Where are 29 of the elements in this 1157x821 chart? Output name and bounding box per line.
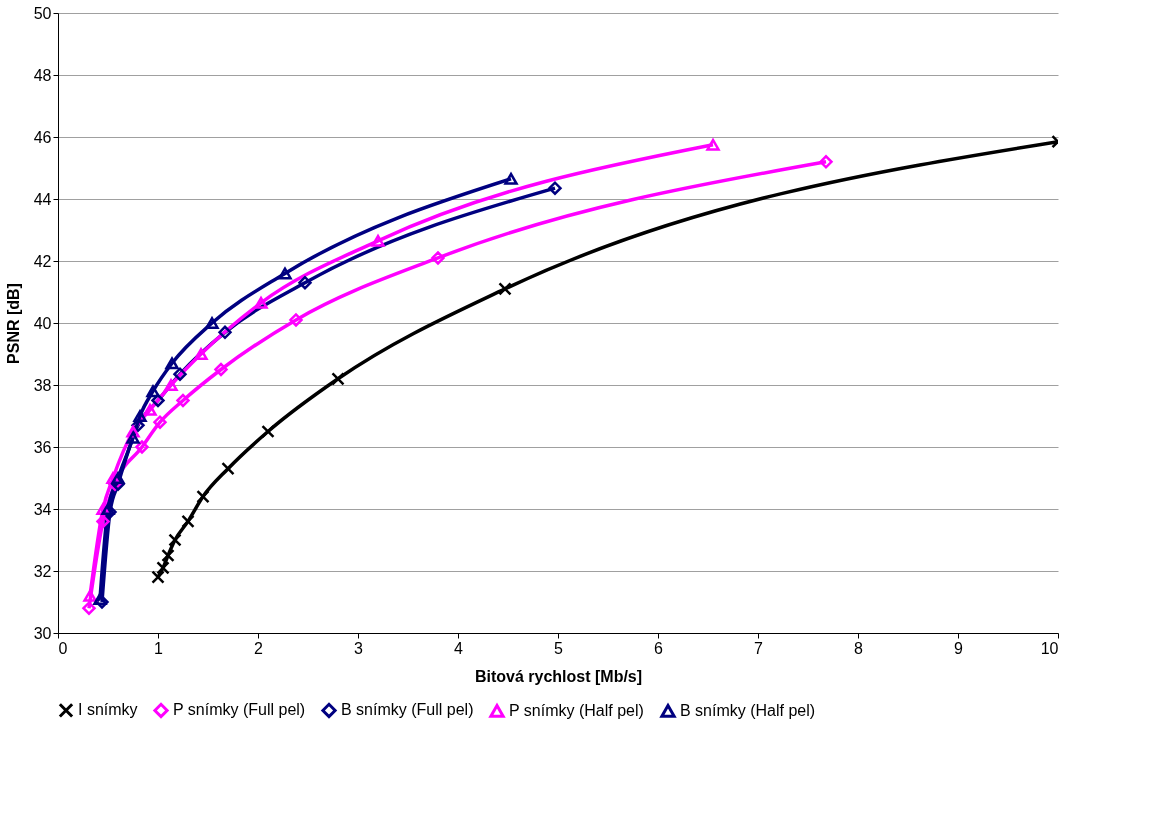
x-axis-title: Bitová rychlost [Mb/s] (474, 667, 643, 685)
y-tick-label: 44 (33, 190, 52, 208)
x-tick-label: 9 (954, 639, 964, 657)
y-tick-label: 38 (33, 376, 52, 394)
x-tick-label: 2 (254, 639, 264, 657)
y-tick-label: 32 (33, 562, 52, 580)
x-tick-label: 7 (754, 639, 764, 657)
y-tick-label: 36 (33, 438, 52, 456)
y-tick-label: 48 (33, 66, 52, 84)
y-axis-title: PSNR [dB] (4, 283, 22, 364)
x-tick-label: 4 (454, 639, 464, 657)
legend-label: B snímky (Full pel) (341, 701, 474, 719)
y-tick-label: 42 (33, 252, 52, 270)
x-tick-label: 3 (354, 639, 364, 657)
x-tick-label: 10 (1040, 639, 1059, 657)
x-tick-label: 0 (58, 639, 68, 657)
y-tick-label: 30 (33, 624, 52, 642)
legend-label: P snímky (Half pel) (509, 701, 644, 719)
y-tick-label: 34 (33, 500, 52, 518)
x-tick-label: 8 (854, 639, 864, 657)
legend-label: I snímky (78, 701, 138, 719)
legend-label: B snímky (Half pel) (680, 701, 816, 719)
y-tick-label: 50 (33, 4, 52, 22)
x-tick-label: 5 (554, 639, 564, 657)
x-tick-label: 6 (654, 639, 664, 657)
x-tick-label: 1 (154, 639, 164, 657)
legend-label: P snímky (Full pel) (173, 701, 306, 719)
y-tick-label: 46 (33, 128, 52, 146)
y-tick-label: 40 (33, 314, 52, 332)
